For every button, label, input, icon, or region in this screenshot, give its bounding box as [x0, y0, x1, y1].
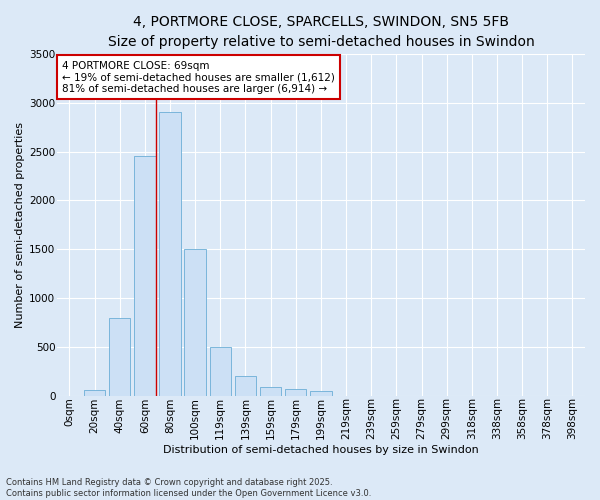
Bar	[310, 391, 332, 396]
Bar	[160, 112, 181, 396]
Bar	[235, 376, 256, 396]
X-axis label: Distribution of semi-detached houses by size in Swindon: Distribution of semi-detached houses by …	[163, 445, 479, 455]
Title: 4, PORTMORE CLOSE, SPARCELLS, SWINDON, SN5 5FB
Size of property relative to semi: 4, PORTMORE CLOSE, SPARCELLS, SWINDON, S…	[107, 15, 534, 48]
Bar	[134, 156, 155, 396]
Text: 4 PORTMORE CLOSE: 69sqm
← 19% of semi-detached houses are smaller (1,612)
81% of: 4 PORTMORE CLOSE: 69sqm ← 19% of semi-de…	[62, 60, 335, 94]
Text: Contains HM Land Registry data © Crown copyright and database right 2025.
Contai: Contains HM Land Registry data © Crown c…	[6, 478, 371, 498]
Y-axis label: Number of semi-detached properties: Number of semi-detached properties	[15, 122, 25, 328]
Bar	[260, 387, 281, 396]
Bar	[84, 390, 105, 396]
Bar	[184, 250, 206, 396]
Bar	[209, 347, 231, 396]
Bar	[109, 318, 130, 396]
Bar	[285, 389, 307, 396]
